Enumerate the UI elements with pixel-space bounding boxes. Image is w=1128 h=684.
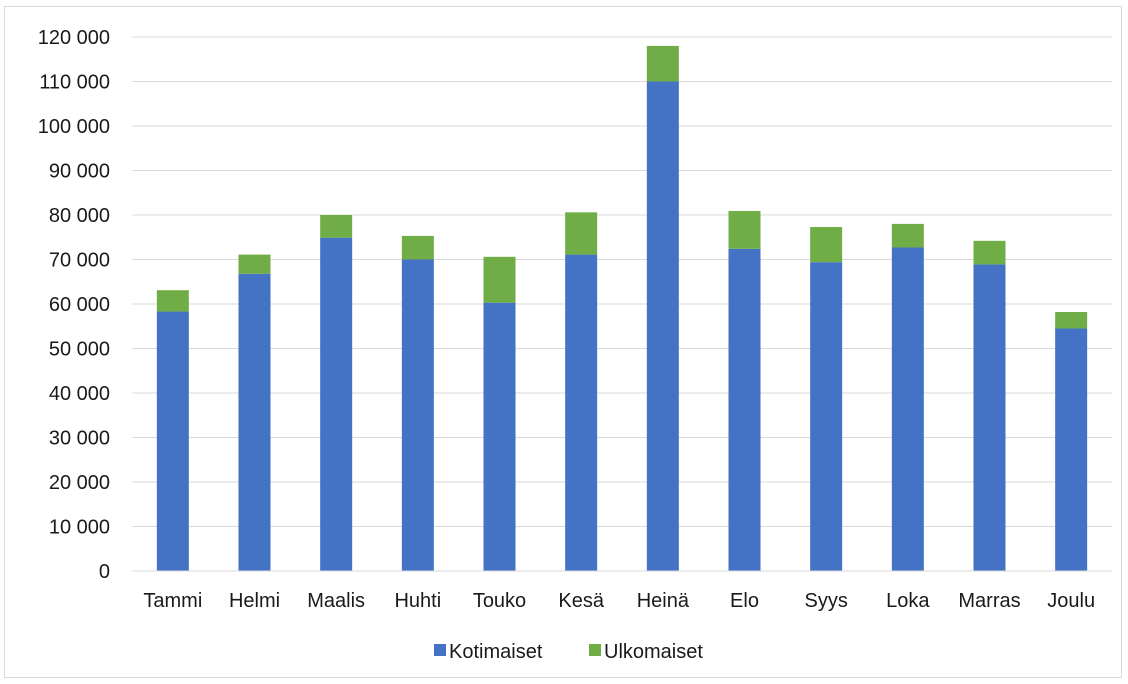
legend-swatch-ulkomaiset <box>589 644 601 656</box>
x-tick-label: Helmi <box>229 590 280 612</box>
bar-ulkomaiset-maalis <box>320 215 353 238</box>
y-tick-label: 120 000 <box>38 27 110 49</box>
y-tick-label: 30 000 <box>49 428 110 450</box>
bar-kotimaiset-maalis <box>320 237 353 571</box>
x-tick-label: Kesä <box>558 590 604 612</box>
x-tick-label: Maalis <box>307 590 365 612</box>
y-tick-label: 60 000 <box>49 294 110 316</box>
y-tick-label: 70 000 <box>49 250 110 272</box>
bar-ulkomaiset-tammi <box>156 290 189 312</box>
y-tick-label: 20 000 <box>49 472 110 494</box>
bars <box>156 45 1088 572</box>
legend-label-ulkomaiset: Ulkomaiset <box>604 641 703 663</box>
gridlines <box>132 36 1112 527</box>
legend: Kotimaiset Ulkomaiset <box>434 641 703 663</box>
y-tick-label: 40 000 <box>49 383 110 405</box>
x-tick-label: Touko <box>473 590 526 612</box>
bar-kotimaiset-joulu <box>1055 328 1088 571</box>
x-tick-label: Syys <box>804 590 847 612</box>
y-tick-label: 0 <box>99 561 110 583</box>
bar-kotimaiset-touko <box>483 302 516 571</box>
bar-kotimaiset-heinä <box>646 81 679 571</box>
bar-ulkomaiset-touko <box>483 256 516 303</box>
bar-kotimaiset-loka <box>891 247 924 572</box>
bar-kotimaiset-kesä <box>565 254 598 572</box>
bar-ulkomaiset-marras <box>973 240 1006 265</box>
y-tick-label: 90 000 <box>49 161 110 183</box>
chart-frame <box>4 6 1122 678</box>
y-tick-label: 50 000 <box>49 339 110 361</box>
bar-kotimaiset-tammi <box>156 311 189 571</box>
bar-kotimaiset-marras <box>973 264 1006 571</box>
x-tick-label: Huhti <box>394 590 441 612</box>
x-tick-label: Marras <box>958 590 1020 612</box>
bar-kotimaiset-huhti <box>401 259 434 571</box>
legend-label-kotimaiset: Kotimaiset <box>449 641 543 663</box>
bar-kotimaiset-syys <box>810 262 843 571</box>
bar-ulkomaiset-heinä <box>646 45 679 82</box>
bar-ulkomaiset-elo <box>728 210 761 249</box>
x-tick-label: Loka <box>886 590 930 612</box>
bar-ulkomaiset-syys <box>810 227 843 263</box>
legend-swatch-kotimaiset <box>434 644 446 656</box>
x-tick-label: Heinä <box>637 590 690 612</box>
x-axis-tick-labels: Tammi Helmi Maalis Huhti Touko Kesä Heinä Elo Sy… <box>143 590 1095 612</box>
bar-ulkomaiset-huhti <box>401 235 434 260</box>
y-tick-label: 110 000 <box>39 72 110 94</box>
y-axis-tick-labels: 0 10 000 20 000 30 000 40 000 50 000 60 000 70 … <box>38 27 110 583</box>
bar-ulkomaiset-loka <box>891 223 924 248</box>
x-tick-label: Tammi <box>143 590 202 612</box>
y-tick-label: 80 000 <box>49 205 110 227</box>
x-tick-label: Joulu <box>1047 590 1095 612</box>
bar-ulkomaiset-helmi <box>238 254 271 274</box>
y-tick-label: 100 000 <box>38 116 110 138</box>
bar-kotimaiset-helmi <box>238 273 271 571</box>
x-tick-label: Elo <box>730 590 759 612</box>
bar-ulkomaiset-kesä <box>565 212 598 255</box>
y-tick-label: 10 000 <box>49 517 110 539</box>
bar-ulkomaiset-joulu <box>1055 312 1088 329</box>
bar-kotimaiset-elo <box>728 248 761 571</box>
